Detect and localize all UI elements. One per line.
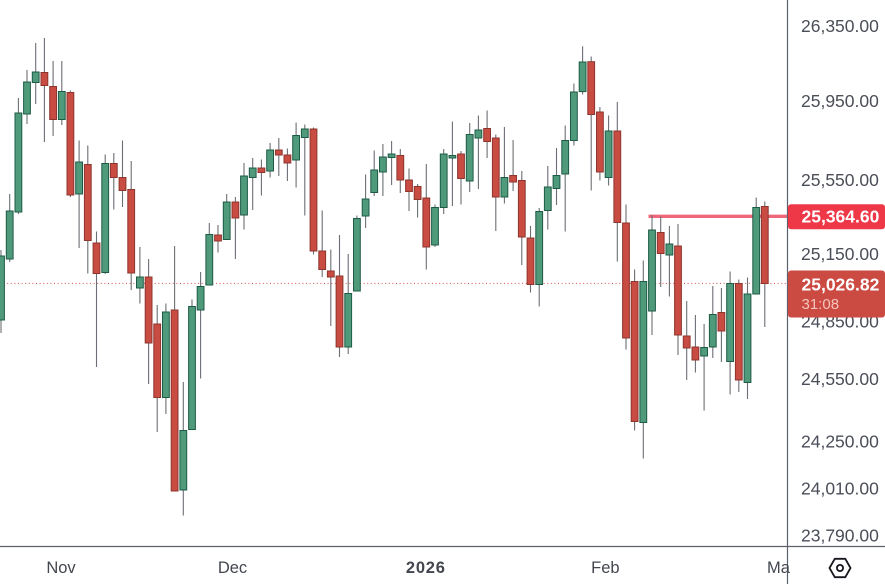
- svg-text:Dec: Dec: [218, 559, 247, 577]
- svg-text:Nov: Nov: [46, 559, 76, 577]
- svg-text:24,550.00: 24,550.00: [801, 369, 879, 389]
- svg-text:24,250.00: 24,250.00: [801, 432, 879, 452]
- svg-text:25,550.00: 25,550.00: [801, 170, 879, 190]
- svg-text:31:08: 31:08: [802, 296, 840, 313]
- svg-text:2026: 2026: [406, 559, 446, 577]
- svg-text:24,010.00: 24,010.00: [801, 479, 879, 499]
- svg-text:Feb: Feb: [591, 559, 619, 577]
- svg-text:25,364.60: 25,364.60: [802, 207, 880, 227]
- svg-text:Ma: Ma: [767, 559, 791, 577]
- svg-text:25,026.82: 25,026.82: [802, 275, 880, 295]
- svg-text:26,350.00: 26,350.00: [801, 16, 879, 36]
- svg-text:25,150.00: 25,150.00: [801, 244, 879, 264]
- svg-text:25,950.00: 25,950.00: [801, 91, 879, 111]
- svg-text:23,790.00: 23,790.00: [801, 526, 879, 546]
